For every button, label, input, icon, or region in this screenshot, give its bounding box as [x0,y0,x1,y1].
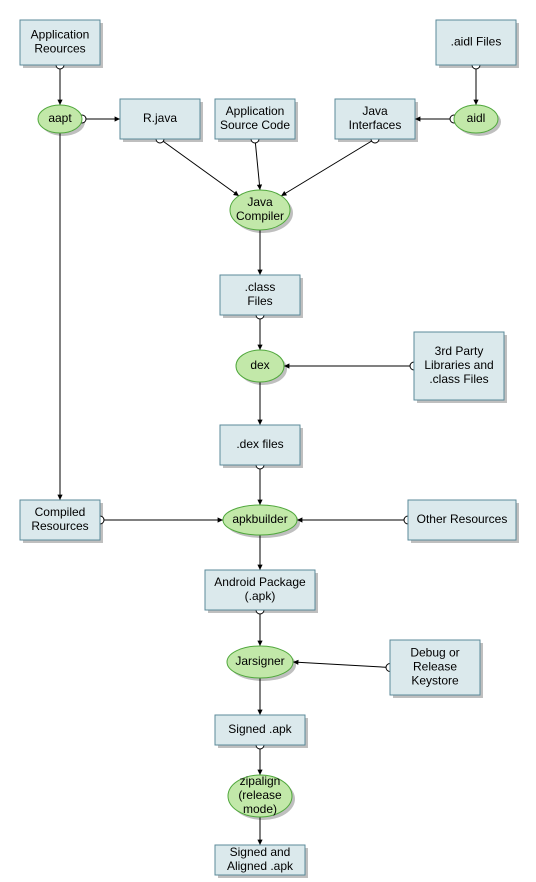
node-jarsigner: Jarsigner [227,646,293,678]
node-rjava: R.java [120,99,200,139]
node-label-aidl: aidl [467,111,486,125]
node-label-dex: dex [250,358,269,372]
node-apkbuilder: apkbuilder [223,505,297,535]
node-label-third_party: 3rd PartyLibraries and.class Files [424,344,493,386]
node-compiled_res: CompiledResources [20,500,100,540]
node-label-keystore: Debug orReleaseKeystore [410,646,459,688]
node-dex: dex [236,350,284,382]
node-apk: Android Package(.apk) [205,570,315,610]
node-label-app_res: ApplicationReources [31,28,90,56]
node-label-class_files: .classFiles [245,280,276,308]
node-aidl: aidl [454,105,498,133]
node-app_res: ApplicationReources [20,20,100,65]
node-label-apkbuilder: apkbuilder [232,512,287,526]
node-signed_apk: Signed .apk [215,715,305,745]
node-label-dex_files: .dex files [236,437,283,451]
node-label-zipalign: zipalign(releasemode) [238,774,282,816]
node-signed_aligned: Signed andAligned .apk [215,845,305,875]
node-app_src: ApplicationSource Code [215,99,295,139]
node-third_party: 3rd PartyLibraries and.class Files [414,332,504,400]
node-label-signed_apk: Signed .apk [228,722,292,736]
node-aidl_files: .aidl Files [436,20,516,65]
node-label-jarsigner: Jarsigner [235,654,284,668]
node-label-other_res: Other Resources [417,512,508,526]
node-label-aapt: aapt [48,111,72,125]
node-label-rjava: R.java [143,111,177,125]
node-label-aidl_files: .aidl Files [451,35,502,49]
node-label-app_src: ApplicationSource Code [220,104,290,132]
node-other_res: Other Resources [408,500,516,540]
node-label-compiled_res: CompiledResources [31,505,88,533]
node-class_files: .classFiles [220,275,300,315]
flowchart-canvas: ApplicationReources .aidl Files aapt R.java… [0,0,536,882]
node-aapt: aapt [38,105,82,133]
node-dex_files: .dex files [220,425,300,465]
node-zipalign: zipalign(releasemode) [228,774,292,817]
node-keystore: Debug orReleaseKeystore [390,640,480,695]
node-javac: JavaCompiler [230,190,290,230]
node-label-signed_aligned: Signed andAligned .apk [227,845,294,873]
node-java_ifaces: JavaInterfaces [335,99,415,139]
